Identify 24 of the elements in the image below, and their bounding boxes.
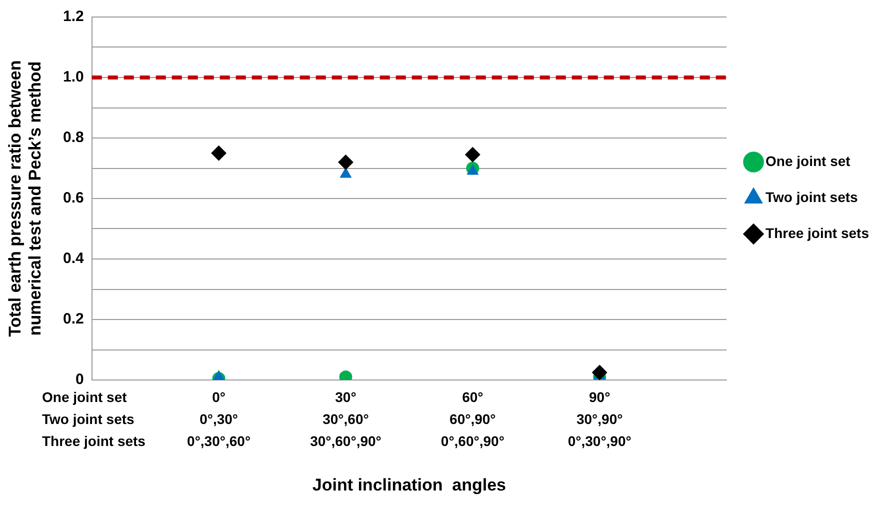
y-axis-title: Total earth pressure ratio between numerical test and Peck’s method	[6, 60, 45, 337]
point	[338, 154, 354, 170]
legend-label: One joint set	[766, 152, 851, 169]
x-tick-label: 60° 60°,90° 0°,60°,90°	[440, 388, 504, 449]
x-axis-title: Joint inclination angles	[312, 476, 506, 495]
point	[340, 168, 352, 178]
x-tick-label: 30° 30°,60° 30°,60°,90°	[310, 388, 382, 449]
y-tick-label: 0.6	[62, 190, 84, 207]
x-tick-label: 90° 30°,90° 0°,30°,90°	[568, 388, 632, 449]
point	[466, 164, 478, 175]
legend-label: Two joint sets	[766, 188, 858, 205]
y-tick-label: 1.2	[62, 8, 84, 26]
point	[465, 147, 480, 162]
y-tick-label: 0.4	[62, 250, 84, 268]
y-tick-label: 0.8	[62, 129, 84, 146]
y-tick-label: 1.0	[62, 68, 84, 86]
x-tick-label: 0° 0°,30° 0°,30°,60°	[187, 388, 251, 449]
y-tick-label: 0.2	[62, 310, 84, 328]
text: Three joint sets	[42, 432, 146, 449]
legend-label: Three joint sets	[766, 224, 870, 241]
text: Two joint sets	[42, 410, 135, 427]
point	[211, 146, 226, 161]
text: One joint set	[42, 388, 128, 405]
y-tick-label: 0	[76, 371, 84, 388]
